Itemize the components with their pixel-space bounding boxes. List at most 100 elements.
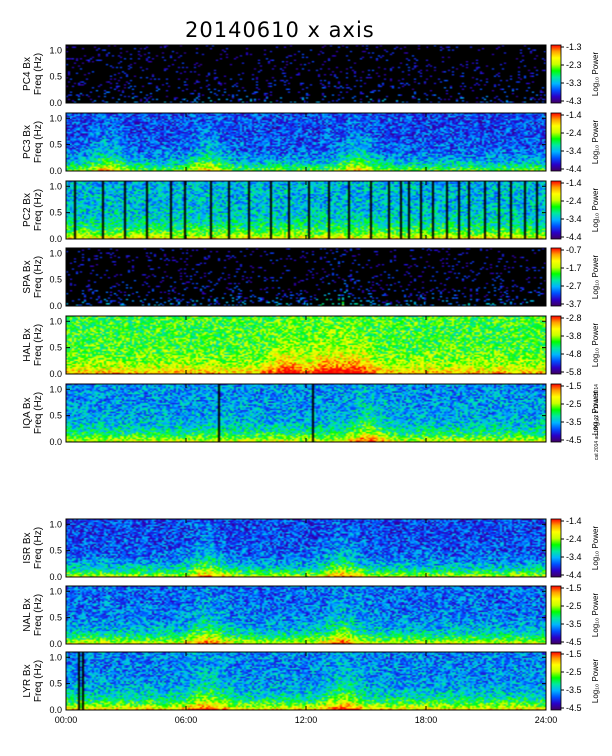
y-axis-label-line: SPA Bx — [22, 260, 33, 293]
colorbar-tick-label: -3.3 — [566, 78, 582, 88]
colorbar-tick-label: -1.4 — [566, 178, 582, 188]
colorbar — [550, 44, 562, 104]
y-tick-label: 0.0 — [49, 369, 62, 379]
x-tick-label: 24:00 — [535, 715, 558, 725]
colorbar-tick-label: -2.8 — [566, 313, 582, 323]
panel-pc4: 0.0 0.5 1.0 PC4 BxFreq (Hz) -1.3 -2.3 -3.3 -4.3… — [22, 42, 600, 108]
y-axis-label-line: HAL Bx — [22, 328, 33, 362]
y-tick-label: 1.0 — [49, 316, 62, 326]
colorbar-tick-label: -2.4 — [566, 534, 582, 544]
colorbar-label: Log₁₀ Power — [591, 188, 600, 233]
y-tick-label: 0.5 — [49, 546, 62, 556]
colorbar-tick-label: -4.5 — [566, 637, 582, 647]
colorbar-tick-label: -1.3 — [566, 42, 582, 52]
y-tick-label: 1.0 — [49, 45, 62, 55]
y-axis-label-line: Freq (Hz) — [33, 660, 44, 702]
y-axis-label: IQA BxFreq (Hz) — [22, 392, 44, 434]
spectrogram-pc4 — [66, 45, 546, 103]
colorbar — [550, 112, 562, 172]
y-tick-label: 0.0 — [49, 639, 62, 649]
colorbar-tick-label: -3.5 — [566, 417, 582, 427]
colorbar-tick-label: -3.7 — [566, 299, 582, 309]
y-tick-label: 0.0 — [49, 437, 62, 447]
spectrogram-spa — [66, 248, 546, 306]
y-tick-label: 1.0 — [49, 384, 62, 394]
y-axis-label-line: Freq (Hz) — [33, 256, 44, 298]
panel-hal: 0.0 0.5 1.0 HAL BxFreq (Hz) -2.8 -3.8 -4.8 -5.8… — [22, 313, 600, 379]
spectrogram-isr — [66, 519, 546, 577]
y-axis-label: LYR BxFreq (Hz) — [22, 660, 44, 702]
colorbar-tick-label: -4.4 — [566, 570, 582, 580]
panel-nal: 0.0 0.5 1.0 NAL BxFreq (Hz) -1.5 -2.5 -3.5 -4.5… — [22, 583, 600, 649]
panel-iqa: 0.0 0.5 1.0 IQA BxFreq (Hz) -1.5 -2.5 -3.5 -4.5… — [22, 381, 600, 447]
x-tick-label: 18:00 — [415, 715, 438, 725]
y-axis-label-line: PC3 Bx — [22, 125, 33, 159]
colorbar-tick-label: -2.5 — [566, 399, 582, 409]
y-axis-label-line: Freq (Hz) — [33, 527, 44, 569]
colorbar-tick-label: -1.5 — [566, 381, 582, 391]
y-axis-label-line: PC4 Bx — [22, 57, 33, 91]
panel-pc2: 0.0 0.5 1.0 PC2 BxFreq (Hz) -1.4 -2.4 -3.4 -4.4… — [22, 178, 600, 244]
y-axis-label-line: Freq (Hz) — [33, 121, 44, 163]
colorbar-tick-label: -2.5 — [566, 601, 582, 611]
y-tick-label: 1.0 — [49, 113, 62, 123]
colorbar-tick-label: -2.4 — [566, 128, 582, 138]
colorbar-tick-label: -2.3 — [566, 60, 582, 70]
y-axis-label-line: NAL Bx — [22, 598, 33, 632]
y-axis-label: PC4 BxFreq (Hz) — [22, 53, 44, 95]
colorbar-tick-label: -3.5 — [566, 685, 582, 695]
colorbar-tick-label: -0.7 — [566, 245, 582, 255]
y-tick-label: 0.0 — [49, 166, 62, 176]
y-tick-label: 0.5 — [49, 411, 62, 421]
colorbar-label: Log₁₀ Power — [591, 323, 600, 368]
y-axis-label-line: Freq (Hz) — [33, 53, 44, 95]
colorbar-tick-label: -3.4 — [566, 214, 582, 224]
panel-isr: 0.0 0.5 1.0 ISR BxFreq (Hz) -1.4 -2.4 -3.4 -4.4… — [22, 516, 600, 582]
colorbar-tick-label: -4.8 — [566, 349, 582, 359]
y-tick-label: 0.5 — [49, 72, 62, 82]
y-axis-label: PC3 BxFreq (Hz) — [22, 121, 44, 163]
colorbar — [550, 247, 562, 307]
y-axis-label: PC2 BxFreq (Hz) — [22, 189, 44, 231]
colorbar-label: Log₁₀ Power — [591, 659, 600, 704]
y-tick-label: 0.5 — [49, 679, 62, 689]
x-tick-label: 06:00 — [175, 715, 198, 725]
y-tick-label: 1.0 — [49, 519, 62, 529]
y-axis-label-line: PC2 Bx — [22, 193, 33, 227]
colorbar-tick-label: -4.3 — [566, 96, 582, 106]
colorbar-label: Log₁₀ Power — [591, 255, 600, 300]
y-tick-label: 1.0 — [49, 586, 62, 596]
y-tick-label: 0.0 — [49, 705, 62, 715]
colorbar — [550, 180, 562, 240]
colorbar-label: Log₁₀ Power — [591, 120, 600, 165]
colorbar-label: Log₁₀ Power — [591, 593, 600, 638]
y-tick-label: 0.5 — [49, 343, 62, 353]
y-axis-label-line: LYR Bx — [22, 664, 33, 697]
colorbar-label: Log₁₀ Power — [591, 526, 600, 571]
page-title: 20140610 x axis — [185, 18, 375, 42]
colorbar-tick-label: -2.4 — [566, 196, 582, 206]
y-axis-label: SPA BxFreq (Hz) — [22, 256, 44, 298]
x-tick-label: 00:00 — [55, 715, 78, 725]
colorbar-tick-label: -5.8 — [566, 367, 582, 377]
colorbar-tick-label: -3.5 — [566, 619, 582, 629]
y-tick-label: 0.0 — [49, 98, 62, 108]
y-axis-label: ISR BxFreq (Hz) — [22, 527, 44, 569]
y-tick-label: 0.0 — [49, 572, 62, 582]
colorbar-label: Log₁₀ Power — [591, 52, 600, 97]
y-tick-label: 0.5 — [49, 613, 62, 623]
colorbar — [550, 585, 562, 645]
panel-spa: 0.0 0.5 1.0 SPA BxFreq (Hz) -0.7 -1.7 -2.7 -3.7… — [22, 245, 600, 311]
y-tick-label: 0.5 — [49, 208, 62, 218]
y-tick-label: 1.0 — [49, 652, 62, 662]
colorbar — [550, 651, 562, 711]
panel-pc3: 0.0 0.5 1.0 PC3 BxFreq (Hz) -1.4 -2.4 -3.4 -4.4… — [22, 110, 600, 176]
colorbar-tick-label: -3.8 — [566, 331, 582, 341]
colorbar-tick-label: -2.7 — [566, 281, 582, 291]
y-tick-label: 0.5 — [49, 140, 62, 150]
colorbar-tick-label: -4.5 — [566, 435, 582, 445]
y-axis-label-line: Freq (Hz) — [33, 324, 44, 366]
colorbar-tick-label: -1.7 — [566, 263, 582, 273]
colorbar — [550, 383, 562, 443]
